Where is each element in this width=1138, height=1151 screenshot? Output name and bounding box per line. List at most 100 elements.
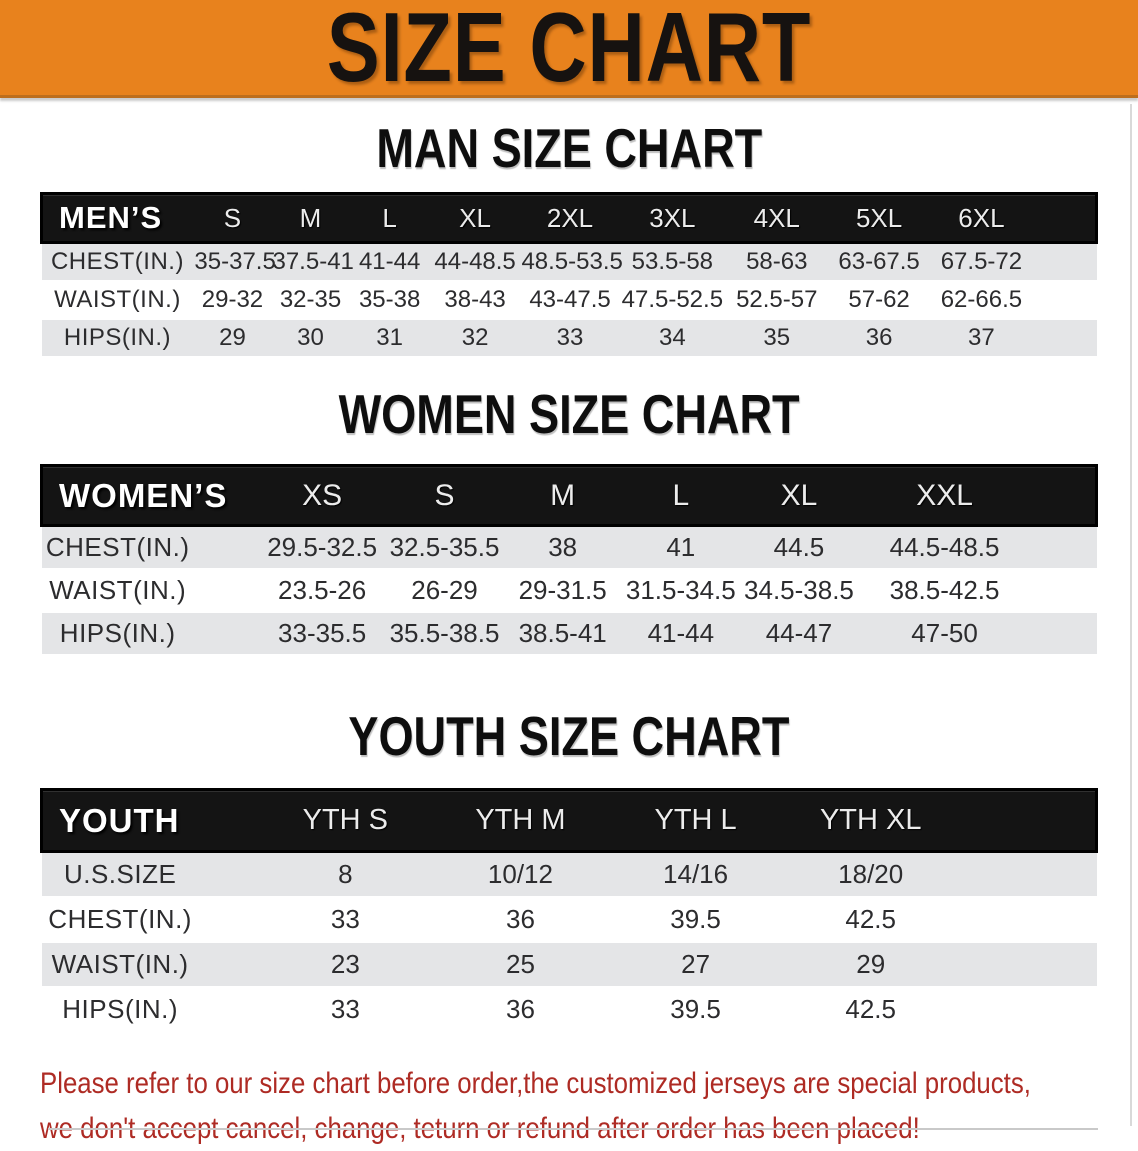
filler-cell: [1031, 611, 1097, 656]
row-label: WAIST(IN.): [41, 568, 259, 613]
size-value-cell: 34.5-38.5: [739, 568, 859, 613]
size-column-header: L: [621, 464, 740, 527]
size-value-cell: 58-63: [725, 241, 829, 282]
size-value-cell: 35.5-38.5: [385, 611, 504, 656]
row-label: HIPS(IN.): [41, 611, 259, 656]
size-value-cell: 35-38: [349, 280, 430, 320]
table-row-hips-in: HIPS(IN.) 33 36 39.5 42.5: [41, 986, 1097, 1033]
size-value-cell: 67.5-72: [929, 241, 1034, 282]
size-column-header: 2XL: [520, 192, 620, 244]
size-value-cell: 36: [432, 896, 609, 943]
size-value-cell: 42.5: [783, 986, 959, 1033]
size-value-cell: 25: [432, 941, 609, 988]
size-value-cell: 42.5: [783, 896, 959, 943]
table-row-waist-in: WAIST(IN.) 23 25 27 29: [41, 941, 1097, 988]
size-column-header: XS: [258, 464, 386, 527]
size-value-cell: 41-44: [349, 241, 430, 282]
row-label: CHEST(IN.): [41, 241, 194, 282]
size-value-cell: 31: [349, 318, 430, 358]
size-value-cell: 33: [520, 318, 620, 358]
size-value-cell: 52.5-57: [725, 280, 829, 320]
row-label: CHEST(IN.): [41, 524, 259, 570]
size-value-cell: 14/16: [608, 850, 784, 898]
size-value-cell: 47.5-52.5: [619, 280, 726, 320]
size-value-cell: 29.5-32.5: [258, 524, 386, 570]
table-row-chest-in: CHEST(IN.) 29.5-32.5 32.5-35.5 38 41 44.5 44.5…: [41, 524, 1097, 570]
header-row-women: WOMEN’S XS S M L XL XXL: [39, 464, 1099, 527]
row-label: WAIST(IN.): [41, 280, 194, 320]
size-column-header: M: [271, 192, 350, 244]
section-heading-men: MAN SIZE CHART: [0, 117, 1138, 179]
size-value-cell: 39.5: [608, 896, 784, 943]
size-value-cell: 23.5-26: [258, 568, 386, 613]
table-row-chest-in: CHEST(IN.) 35-37.5 37.5-41 41-44 44-48.5 48.5…: [41, 241, 1097, 282]
size-column-header: YTH L: [608, 788, 784, 853]
size-table-women: WOMEN’S XS S M L XL XXL CHEST(IN.) 29.5-32.5 32.5…: [39, 464, 1099, 656]
size-column-header: L: [349, 192, 430, 244]
size-value-cell: 48.5-53.5: [520, 241, 623, 282]
size-value-cell: 57-62: [828, 280, 930, 320]
header-row-youth: YOUTH YTH S YTH M YTH L YTH XL: [39, 788, 1099, 853]
size-value-cell: 37: [929, 318, 1034, 358]
size-value-cell: 29: [783, 941, 959, 988]
table-row-chest-in: CHEST(IN.) 33 36 39.5 42.5: [41, 896, 1097, 943]
size-column-header: M: [503, 464, 622, 527]
size-value-cell: 32: [429, 318, 521, 358]
size-value-cell: 29-31.5: [503, 568, 622, 613]
row-label: U.S.SIZE: [41, 850, 258, 898]
size-value-cell: 38-43: [429, 280, 521, 320]
size-column-header: YTH XL: [783, 788, 959, 853]
size-value-cell: 53.5-58: [619, 241, 726, 282]
filler-header-cell: [1033, 192, 1099, 244]
size-value-cell: 47-50: [858, 611, 1032, 656]
size-value-cell: 32-35: [271, 280, 350, 320]
section-heading-text: MAN SIZE CHART: [376, 117, 762, 179]
section-heading-women: WOMEN SIZE CHART: [0, 387, 1138, 442]
size-value-cell: 18/20: [783, 850, 959, 898]
group-label-header: WOMEN’S: [39, 464, 259, 527]
size-value-cell: 30: [271, 318, 350, 358]
size-value-cell: 10/12: [432, 850, 609, 898]
size-value-cell: 35: [725, 318, 829, 358]
size-value-cell: 34: [619, 318, 726, 358]
size-column-header: 4XL: [725, 192, 829, 244]
size-value-cell: 29: [193, 318, 272, 358]
filler-header-cell: [1031, 464, 1099, 527]
size-value-cell: 37.5-41: [271, 241, 354, 282]
notice-line-1: Please refer to our size chart before or…: [40, 1067, 1031, 1100]
scan-edge-bottom-line: [48, 1128, 1098, 1130]
size-value-cell: 33: [257, 896, 433, 943]
size-value-cell: 41: [621, 524, 740, 570]
table-row-waist-in: WAIST(IN.) 29-32 32-35 35-38 38-43 43-47.5 47.…: [41, 280, 1097, 320]
size-table-youth: YOUTH YTH S YTH M YTH L YTH XL U.S.SIZE 8 10/12…: [39, 788, 1099, 1033]
filler-cell: [1031, 568, 1097, 613]
row-label: WAIST(IN.): [41, 941, 258, 988]
footer-notice: Please refer to our size chart before or…: [40, 1061, 1098, 1151]
banner: SIZE CHART: [0, 0, 1138, 98]
size-column-header: YTH M: [432, 788, 609, 853]
scan-edge-right-line: [1130, 104, 1132, 1126]
filler-cell: [1031, 524, 1097, 570]
size-value-cell: 26-29: [385, 568, 504, 613]
size-value-cell: 41-44: [621, 611, 740, 656]
section-men: MAN SIZE CHART MEN’S S M L XL 2XL 3XL 4XL 5XL 6XL C…: [0, 117, 1138, 358]
size-column-header: XL: [429, 192, 521, 244]
row-label: CHEST(IN.): [41, 896, 258, 943]
size-column-header: S: [193, 192, 272, 244]
size-column-header: XL: [739, 464, 859, 527]
size-value-cell: 44.5-48.5: [858, 524, 1032, 570]
size-value-cell: 38: [503, 524, 622, 570]
filler-cell: [958, 941, 1097, 988]
size-value-cell: 33-35.5: [258, 611, 386, 656]
table-row-waist-in: WAIST(IN.) 23.5-26 26-29 29-31.5 31.5-34.5 34…: [41, 568, 1097, 613]
section-heading-youth: YOUTH SIZE CHART: [0, 709, 1138, 764]
size-column-header: XXL: [858, 464, 1032, 527]
size-column-header: 3XL: [619, 192, 726, 244]
size-value-cell: 39.5: [608, 986, 784, 1033]
section-women: WOMEN SIZE CHART WOMEN’S XS S M L XL XXL CHEST(I…: [0, 387, 1138, 656]
size-value-cell: 38.5-42.5: [858, 568, 1032, 613]
size-value-cell: 29-32: [193, 280, 272, 320]
group-label-header: MEN’S: [40, 192, 194, 244]
size-value-cell: 38.5-41: [503, 611, 622, 656]
